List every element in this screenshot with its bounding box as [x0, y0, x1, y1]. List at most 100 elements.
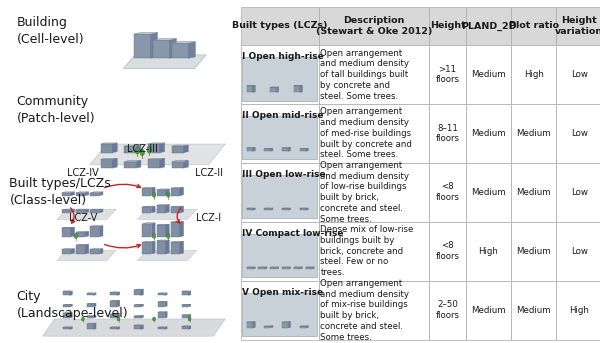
Polygon shape: [270, 267, 279, 268]
Polygon shape: [157, 225, 166, 237]
Polygon shape: [166, 240, 169, 254]
Polygon shape: [87, 316, 94, 318]
Text: <8
floors: <8 floors: [436, 182, 460, 202]
Polygon shape: [124, 146, 136, 153]
Polygon shape: [247, 267, 255, 268]
Polygon shape: [171, 222, 180, 237]
Bar: [430, 222, 466, 281]
Polygon shape: [157, 240, 169, 241]
Bar: [430, 45, 466, 104]
Polygon shape: [63, 292, 70, 295]
Text: Low: Low: [571, 129, 587, 138]
Polygon shape: [90, 210, 100, 213]
Polygon shape: [90, 249, 100, 254]
Bar: [466, 7, 511, 45]
Polygon shape: [101, 158, 117, 159]
Polygon shape: [113, 158, 117, 168]
Text: Medium: Medium: [471, 306, 506, 315]
Polygon shape: [171, 242, 180, 254]
Text: Open arrangement
and medium density
of mix-rise buildings
built by brick,
concre: Open arrangement and medium density of m…: [320, 279, 409, 342]
Polygon shape: [182, 326, 191, 327]
Polygon shape: [101, 144, 113, 153]
Polygon shape: [172, 43, 188, 58]
Polygon shape: [160, 158, 164, 168]
Bar: [511, 281, 556, 340]
Bar: [241, 7, 319, 45]
Polygon shape: [182, 292, 188, 295]
Polygon shape: [134, 326, 141, 329]
Polygon shape: [110, 293, 117, 295]
Text: V Open mix-rise: V Open mix-rise: [242, 287, 323, 297]
Bar: [466, 45, 511, 104]
Polygon shape: [87, 303, 96, 304]
Polygon shape: [148, 158, 164, 159]
Polygon shape: [87, 293, 94, 295]
Bar: [242, 293, 317, 336]
Polygon shape: [100, 249, 103, 254]
Polygon shape: [62, 227, 74, 228]
Polygon shape: [70, 313, 73, 318]
Polygon shape: [134, 316, 141, 318]
Polygon shape: [172, 146, 184, 153]
Polygon shape: [152, 40, 170, 58]
Polygon shape: [166, 224, 169, 237]
FancyArrowPatch shape: [71, 208, 75, 223]
Polygon shape: [265, 208, 273, 209]
Polygon shape: [294, 268, 300, 269]
Polygon shape: [180, 188, 184, 196]
Polygon shape: [137, 250, 197, 261]
Polygon shape: [110, 314, 117, 318]
Bar: [430, 104, 466, 163]
Polygon shape: [70, 327, 73, 329]
Text: Medium: Medium: [517, 247, 551, 256]
Text: Height: Height: [430, 22, 466, 31]
Bar: [319, 104, 430, 163]
Polygon shape: [124, 145, 141, 146]
Polygon shape: [160, 143, 164, 153]
Circle shape: [167, 234, 170, 238]
Polygon shape: [62, 209, 74, 210]
Text: Medium: Medium: [471, 188, 506, 197]
Bar: [242, 57, 317, 100]
Text: High: High: [524, 70, 544, 79]
Polygon shape: [271, 208, 273, 210]
Text: Medium: Medium: [517, 306, 551, 315]
Polygon shape: [171, 207, 180, 213]
Text: 8–11
floors: 8–11 floors: [436, 123, 460, 143]
Polygon shape: [300, 208, 308, 209]
Polygon shape: [188, 304, 191, 307]
Text: Low: Low: [571, 247, 587, 256]
Bar: [242, 116, 317, 159]
Polygon shape: [282, 209, 288, 210]
Polygon shape: [151, 241, 155, 254]
Circle shape: [152, 192, 156, 197]
Polygon shape: [117, 327, 120, 329]
Bar: [556, 163, 600, 222]
Text: Open arrangement
and medium density
of low-rise buildings
built by brick,
concre: Open arrangement and medium density of l…: [320, 161, 409, 224]
Polygon shape: [151, 206, 155, 213]
Bar: [466, 222, 511, 281]
Polygon shape: [306, 326, 308, 328]
Polygon shape: [117, 292, 120, 295]
Polygon shape: [100, 209, 103, 213]
Polygon shape: [87, 304, 94, 307]
Polygon shape: [94, 293, 96, 295]
Polygon shape: [124, 161, 141, 162]
Polygon shape: [157, 189, 169, 190]
Polygon shape: [164, 301, 167, 307]
Polygon shape: [117, 314, 120, 318]
Bar: [511, 104, 556, 163]
Polygon shape: [76, 193, 85, 196]
Polygon shape: [306, 149, 308, 151]
Polygon shape: [282, 322, 288, 328]
Bar: [241, 45, 319, 104]
FancyArrowPatch shape: [104, 245, 140, 248]
Polygon shape: [300, 85, 302, 92]
Bar: [241, 281, 319, 340]
Circle shape: [147, 146, 151, 153]
Polygon shape: [90, 144, 225, 165]
Polygon shape: [247, 209, 253, 210]
Polygon shape: [288, 147, 290, 151]
Polygon shape: [57, 250, 116, 261]
Polygon shape: [247, 85, 255, 86]
